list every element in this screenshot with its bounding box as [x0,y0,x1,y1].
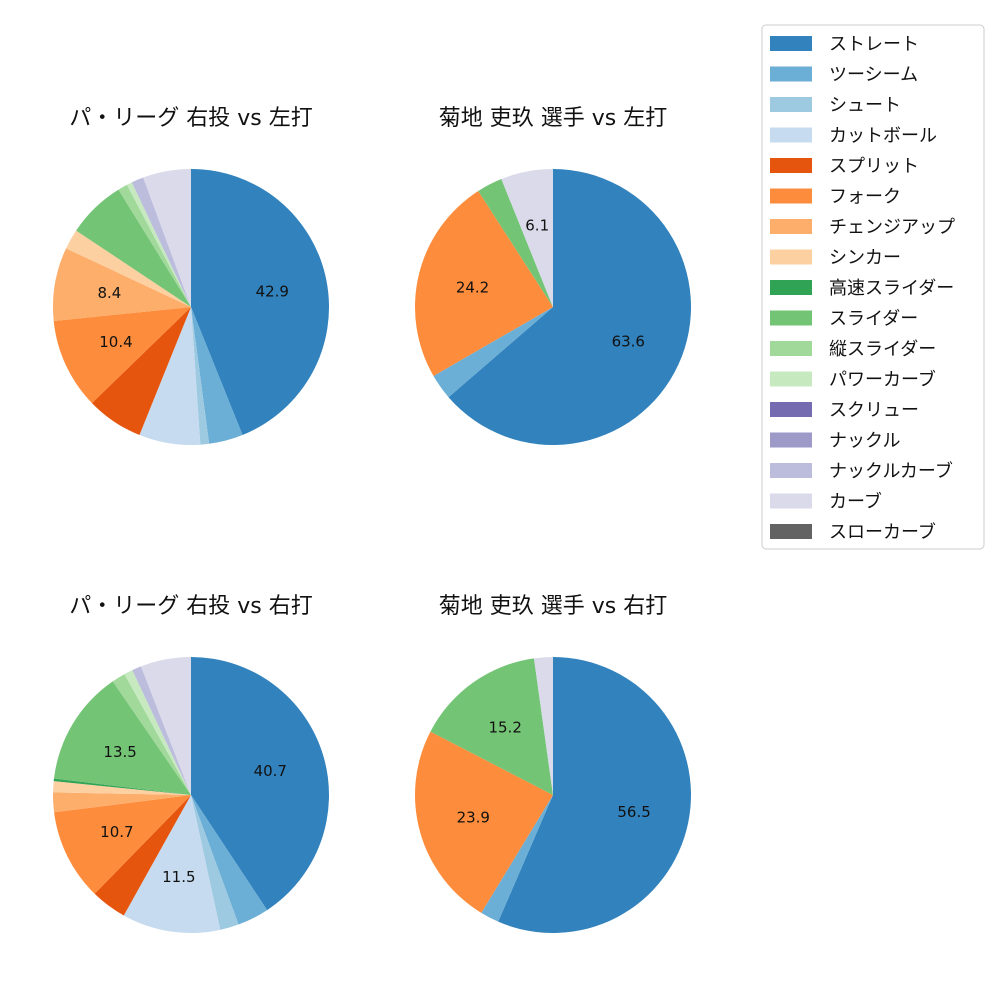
slice-value-label: 11.5 [162,868,195,886]
legend-label-slow-curve: スローカーブ [829,521,936,543]
pie-title-1: パ・リーグ 右投 vs 左打 [69,106,312,131]
pie-panel-1: パ・リーグ 右投 vs 左打 42.9 10.4 8.4 [53,106,330,446]
legend-label-vertical-slider: 縦スライダー [829,339,936,360]
legend-label-changeup: チェンジアップ [829,217,955,238]
pie-slice-changeup [53,248,192,321]
legend-label-knuckle-curve: ナックルカーブ [829,460,953,482]
legend-label-power-curve: パワーカーブ [829,369,936,391]
pie-slice-changeup [52,792,192,813]
pie-slice-curveball [141,656,191,795]
slice-value-label: 40.7 [254,762,287,780]
pie-slice-fastball [498,657,691,933]
pie-slice-shoot [191,307,210,445]
legend-frame [761,24,985,550]
pie-slice-slider [76,189,191,307]
slice-value-label: 15.2 [488,718,521,736]
legend-swatch-cutter [770,127,812,143]
pie-slice-forkball [415,190,553,376]
pie-slices-4: 56.5 23.9 15.2 [415,657,691,933]
pie-panel-3: パ・リーグ 右投 vs 右打 40.7 11.5 10.7 13.5 [52,594,329,933]
legend-swatch-knuckle-curve [770,463,812,478]
pie-slices-2: 63.6 24.2 6.1 [415,169,691,446]
legend-swatch-knuckleball [770,432,812,448]
pie-slice-two-seam [481,795,553,922]
pie-slice-splitter [94,795,191,916]
pie-slices-3: 40.7 11.5 10.7 13.5 [52,656,329,933]
legend-swatch-curveball [770,493,812,509]
slice-value-label: 23.9 [457,808,490,826]
pie-slice-curveball [501,169,553,307]
pie-slice-slider [53,681,192,795]
pie-slice-forkball [54,795,192,894]
pie-slice-curveball [533,657,553,795]
pie-title-4: 菊地 吏玖 選手 vs 右打 [439,594,667,619]
legend: ストレートツーシームシュートカットボールスプリットフォークチェンジアップシンカー… [761,24,985,550]
pie-slice-knuckle-curve [132,666,191,795]
pie-slice-slider [478,179,553,307]
legend-label-shoot: シュート [829,95,901,116]
legend-label-knuckleball: ナックル [829,431,900,452]
pie-slice-hard-slider [53,778,192,795]
pie-slice-forkball [415,731,553,913]
legend-swatch-splitter [770,158,812,173]
slice-value-label: 8.4 [97,284,121,302]
legend-label-slider: スライダー [829,309,918,330]
slice-value-label: 10.7 [100,823,133,841]
pie-panel-2: 菊地 吏玖 選手 vs 左打 63.6 24.2 6.1 [415,106,691,446]
slice-value-label: 10.4 [99,333,132,351]
legend-label-sinker: シンカー [829,248,901,269]
pie-slices-1: 42.9 10.4 8.4 [53,169,330,446]
pie-slice-splitter [91,307,191,436]
legend-label-fastball: ストレート [829,34,919,55]
legend-label-screwball: スクリュー [829,400,919,421]
pie-slice-curveball [143,169,191,307]
slice-value-label: 24.2 [456,279,489,297]
pie-panel-4: 菊地 吏玖 選手 vs 右打 56.5 23.9 15.2 [415,594,691,933]
legend-label-two-seam: ツーシーム [829,65,918,86]
pie-slice-power-curve [124,670,191,795]
slice-value-label: 56.5 [617,803,650,821]
pie-slice-cutter [139,307,201,446]
legend-swatch-slow-curve [770,524,812,539]
pie-slice-sinker [66,230,191,307]
pie-slice-two-seam [191,795,268,925]
pie-slice-fastball [191,657,329,911]
pie-slice-sinker [53,781,191,795]
legend-label-forkball: フォーク [829,187,901,208]
pie-title-3: パ・リーグ 右投 vs 右打 [69,594,312,619]
pie-slice-vertical-slider [112,674,191,795]
pie-slice-slider [430,658,553,795]
legend-swatch-fastball [770,36,812,51]
legend-swatch-slider [770,310,812,326]
slice-value-label: 13.5 [103,743,136,761]
pie-slice-forkball [53,307,192,404]
legend-swatch-two-seam [770,66,812,82]
legend-label-cutter: カットボール [829,126,937,147]
slice-value-label: 63.6 [612,332,645,350]
pie-slice-two-seam [433,307,553,398]
pie-slice-two-seam [191,307,243,444]
pie-slice-power-curve [126,182,191,307]
legend-swatch-vertical-slider [770,341,812,356]
pie-slice-cutter [123,795,221,933]
pie-slice-knuckle-curve [131,177,191,307]
pie-slice-fastball [191,169,330,436]
legend-label-hard-slider: 高速スライダー [829,278,954,299]
legend-swatch-shoot [770,97,812,112]
legend-label-splitter: スプリット [829,156,919,177]
pie-slice-fastball [448,169,691,446]
legend-label-curveball: カーブ [829,491,882,513]
pie-slice-vertical-slider [118,184,191,307]
legend-swatch-sinker [770,249,812,265]
legend-swatch-forkball [770,188,812,204]
pie-slice-shoot [191,795,239,930]
legend-swatch-changeup [770,219,812,234]
pie-title-2: 菊地 吏玖 選手 vs 左打 [439,106,667,131]
slice-value-label: 6.1 [525,217,549,235]
legend-swatch-power-curve [770,371,812,387]
legend-swatch-screwball [770,402,812,417]
legend-swatch-hard-slider [770,280,812,295]
slice-value-label: 42.9 [256,282,289,300]
